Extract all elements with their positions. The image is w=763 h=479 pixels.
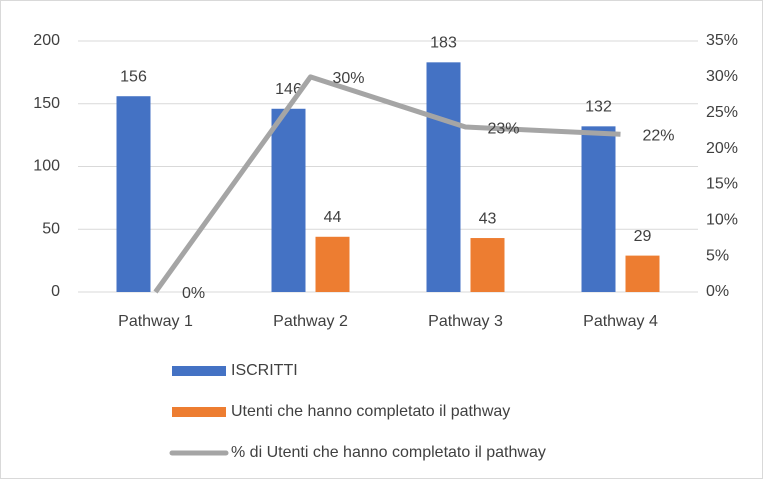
legend-label: Utenti che hanno completato il pathway [231, 403, 510, 420]
bar [470, 238, 505, 292]
line [153, 74, 621, 294]
y2-tick-label: 10% [706, 212, 738, 229]
y-tick-label: 100 [33, 158, 60, 175]
y-tick-label: 0 [51, 283, 60, 300]
y-tick-label: 150 [33, 95, 60, 112]
x-tick-label: Pathway 4 [583, 313, 658, 330]
bar-value-label: 44 [324, 209, 342, 226]
x-tick-label: Pathway 1 [118, 313, 193, 330]
y2-tick-label: 35% [706, 32, 738, 49]
x-tick-label: Pathway 3 [428, 313, 503, 330]
y2-tick-label: 15% [706, 176, 738, 193]
bar-value-label: 29 [634, 228, 652, 245]
bar-value-label: 156 [120, 68, 147, 85]
bar-value-label: 146 [275, 81, 302, 98]
legend-label: ISCRITTI [231, 362, 298, 379]
x-tick-label: Pathway 2 [273, 313, 348, 330]
y2-tick-label: 30% [706, 68, 738, 85]
bar-value-label: 132 [585, 99, 612, 116]
y2-tick-label: 25% [706, 104, 738, 121]
bar [625, 255, 660, 292]
bar [581, 126, 616, 292]
bar-value-label: 183 [430, 35, 457, 52]
legend-label: % di Utenti che hanno completato il path… [231, 444, 546, 461]
bar-value-label: 43 [479, 210, 497, 227]
bar [315, 236, 350, 292]
line-value-label: 0% [182, 285, 205, 302]
y2-tick-label: 0% [706, 283, 729, 300]
bar [426, 62, 461, 293]
legend-swatch [172, 366, 226, 376]
y-tick-label: 50 [42, 220, 60, 237]
y-tick-label: 200 [33, 32, 60, 49]
y2-tick-label: 20% [706, 140, 738, 157]
y2-tick-label: 5% [706, 247, 729, 264]
legend-swatch [172, 407, 226, 417]
bar [271, 108, 306, 293]
line-value-label: 23% [487, 120, 519, 137]
bar [116, 96, 151, 292]
line-value-label: 22% [642, 127, 674, 144]
line-value-label: 30% [332, 70, 364, 87]
